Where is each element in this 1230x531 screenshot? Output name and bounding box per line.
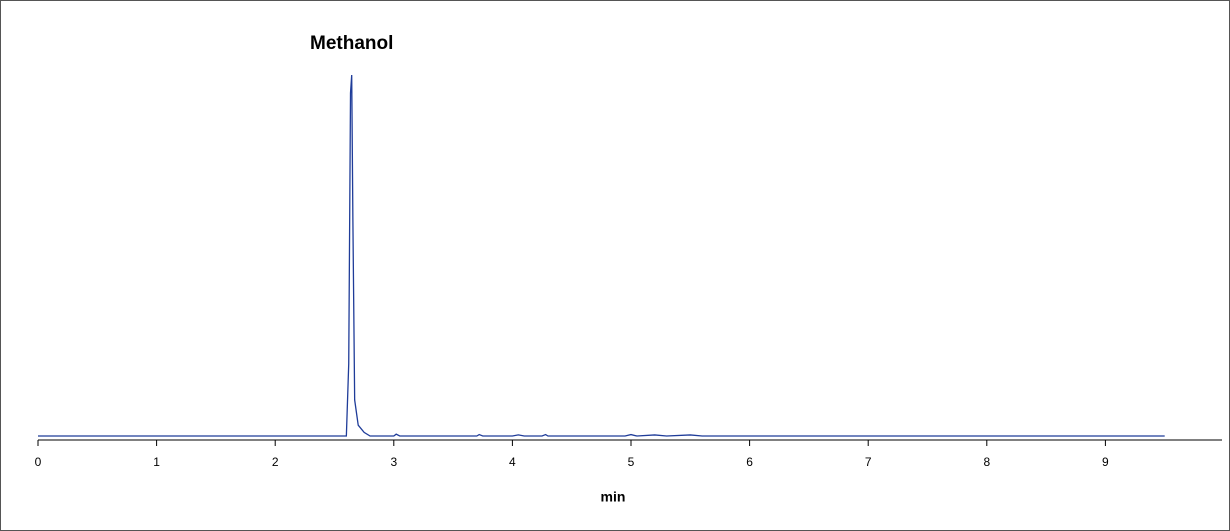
x-tick-label: 4 [509, 455, 516, 469]
x-tick-label: 6 [746, 455, 753, 469]
x-tick-label: 7 [865, 455, 872, 469]
peak-label: Methanol [310, 33, 393, 54]
x-tick-label: 5 [628, 455, 635, 469]
x-tick-label: 3 [390, 455, 397, 469]
x-tick-label: 0 [35, 455, 42, 469]
chromatogram-line [38, 74, 1165, 437]
x-tick-label: 8 [983, 455, 990, 469]
x-tick-label: 9 [1102, 455, 1109, 469]
x-axis-label: min [601, 489, 626, 505]
x-tick-label: 1 [153, 455, 160, 469]
x-tick-label: 2 [272, 455, 279, 469]
